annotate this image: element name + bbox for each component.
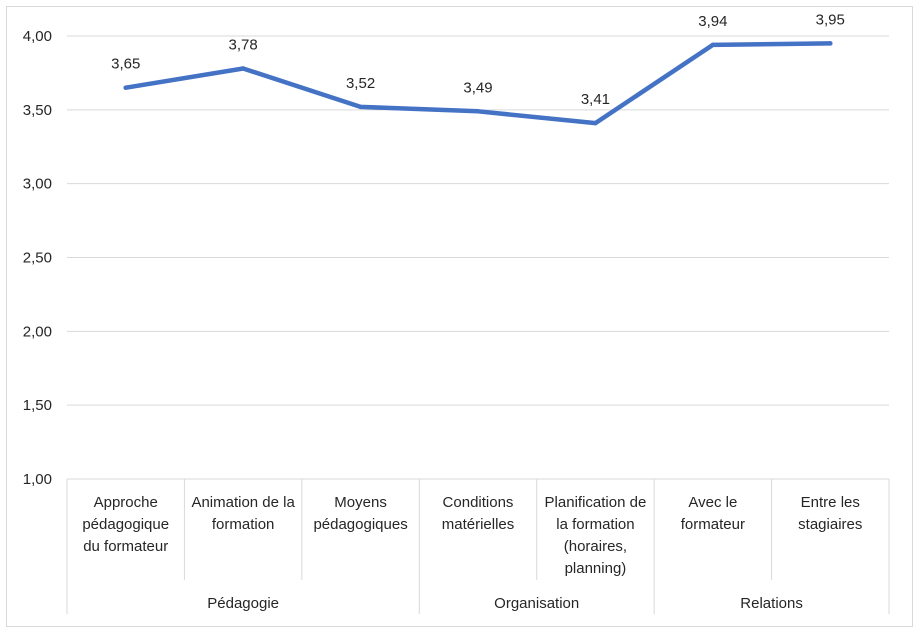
y-tick-label: 3,50: [23, 102, 52, 119]
x-group-label: Relations: [740, 595, 803, 612]
y-tick-label: 2,50: [23, 250, 52, 267]
x-category-label: planning): [565, 560, 627, 577]
x-category-label: matérielles: [442, 516, 515, 533]
x-category-label: du formateur: [83, 538, 168, 555]
y-tick-label: 1,50: [23, 397, 52, 414]
x-category-label: pédagogique: [82, 516, 169, 533]
x-category-label: Moyens: [334, 494, 387, 511]
data-label: 3,78: [229, 36, 258, 53]
x-category-label: formateur: [681, 516, 745, 533]
data-label: 3,41: [581, 91, 610, 108]
x-category-label: (horaires,: [564, 538, 627, 555]
data-label: 3,49: [463, 79, 492, 96]
x-group-label: Pédagogie: [207, 595, 279, 612]
data-label: 3,95: [816, 11, 845, 28]
data-label: 3,52: [346, 75, 375, 92]
x-category-label: formation: [212, 516, 275, 533]
data-point: [710, 42, 716, 48]
data-point: [828, 41, 833, 46]
data-label: 3,94: [698, 13, 727, 30]
y-tick-label: 1,00: [23, 471, 52, 488]
x-category-label: Entre les: [801, 494, 860, 511]
data-point: [240, 66, 246, 71]
x-category-label: pédagogiques: [313, 516, 407, 533]
y-tick-label: 2,00: [23, 323, 52, 340]
x-category-label: stagiaires: [798, 516, 862, 533]
data-point: [475, 109, 481, 114]
x-category-label: Planification de: [545, 494, 647, 511]
data-point: [123, 85, 128, 90]
x-category-label: Avec le: [688, 494, 737, 511]
data-label: 3,65: [111, 56, 140, 73]
x-category-label: la formation: [556, 516, 634, 533]
x-category-label: Conditions: [443, 494, 514, 511]
x-group-label: Organisation: [494, 595, 579, 612]
x-category-label: Animation de la: [191, 494, 295, 511]
data-point: [593, 120, 598, 126]
data-point: [358, 104, 363, 110]
y-tick-label: 3,00: [23, 176, 52, 193]
y-tick-label: 4,00: [23, 28, 52, 45]
x-category-label: Approche: [94, 494, 158, 511]
